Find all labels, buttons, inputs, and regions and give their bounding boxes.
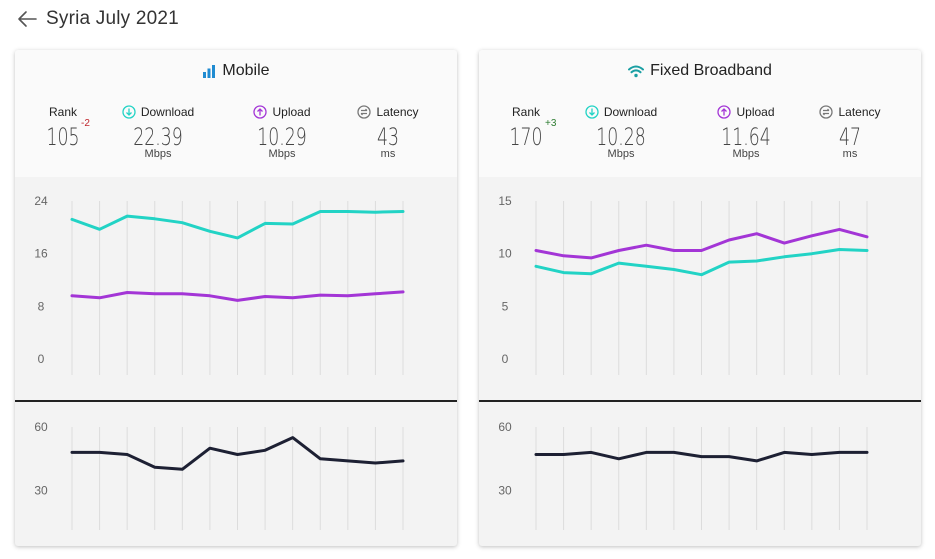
card-title: Fixed Broadband: [479, 62, 921, 80]
upload-unit: Mbps: [268, 148, 296, 160]
upload-unit: Mbps: [732, 148, 760, 160]
latency-series-line: [70, 436, 405, 471]
fixed-broadband-summary: Fixed Broadband Rank 170 +3 Download 10.…: [479, 50, 921, 177]
back-button[interactable]: [14, 6, 40, 32]
rank-metric: Rank 105: [18, 104, 108, 150]
y-tick-label: 60: [498, 420, 512, 434]
download-icon: [585, 105, 599, 119]
latency-value: 47: [838, 123, 861, 151]
y-tick-label: 0: [502, 352, 509, 366]
wifi-icon: [628, 65, 645, 77]
download-metric: Download 22.39 Mbps: [113, 104, 203, 160]
rank-label: Rank: [48, 105, 77, 119]
y-tick-label: 0: [38, 352, 45, 366]
y-tick-label: 24: [34, 194, 48, 208]
latency-icon: [357, 105, 372, 119]
upload-metric: Upload 10.29 Mbps: [237, 104, 327, 160]
y-tick-label: 16: [34, 247, 48, 261]
mobile-latency-chart: 0306007 / 202007 / 2021: [34, 420, 405, 530]
y-tick-label: 5: [502, 299, 509, 313]
latency-unit: ms: [380, 148, 396, 160]
upload-label: Upload: [736, 105, 775, 119]
rank-label: Rank: [511, 105, 540, 119]
rank-value: 105: [46, 123, 80, 151]
y-tick-label: 60: [34, 420, 48, 434]
latency-icon: [819, 105, 834, 119]
card-title: Mobile: [15, 62, 457, 80]
download-value: 10.28: [596, 123, 646, 151]
rank-value: 170: [509, 123, 543, 151]
card-title-label: Mobile: [222, 62, 270, 79]
latency-metric: Latency 47 ms: [805, 104, 895, 160]
mobile-summary: Mobile Rank 105 -2 Download 22.39 Mbps: [15, 50, 457, 177]
mobile-card: Mobile Rank 105 -2 Download 22.39 Mbps: [15, 50, 457, 546]
fixed-broadband-card: Fixed Broadband Rank 170 +3 Download 10.…: [479, 50, 921, 546]
fixed-broadband-speed-chart: 0 5 10 15: [498, 194, 869, 375]
page-header: Syria July 2021: [14, 4, 179, 34]
fixed-broadband-latency-chart: 0306007 / 202007 / 2021: [498, 420, 869, 530]
download-icon: [122, 105, 136, 119]
page-title: Syria July 2021: [46, 8, 179, 29]
upload-icon: [253, 105, 268, 119]
upload-value: 10.29: [257, 123, 307, 151]
chart-divider: [479, 400, 921, 402]
upload-icon: [717, 105, 732, 119]
download-unit: Mbps: [144, 148, 172, 160]
upload-series-line: [534, 227, 869, 260]
y-tick-label: 30: [498, 484, 512, 498]
rank-change: +3: [545, 118, 557, 129]
y-tick-label: 30: [34, 484, 48, 498]
download-series-line: [70, 210, 405, 240]
y-tick-label: 15: [498, 194, 512, 208]
signal-bars-icon: [203, 65, 216, 78]
y-tick-label: 10: [498, 247, 512, 261]
download-series-line: [534, 248, 869, 277]
mobile-speed-chart: 0 8 16 24: [34, 194, 405, 375]
download-label: Download: [140, 105, 195, 119]
upload-series-line: [70, 290, 405, 302]
chart-divider: [15, 400, 457, 402]
upload-metric: Upload 11.64 Mbps: [701, 104, 791, 160]
download-value: 22.39: [133, 123, 183, 151]
upload-value: 11.64: [721, 123, 771, 151]
latency-metric: Latency 43 ms: [343, 104, 433, 160]
latency-label: Latency: [376, 105, 419, 119]
latency-unit: ms: [842, 148, 858, 160]
rank-change: -2: [81, 118, 90, 129]
download-unit: Mbps: [607, 148, 635, 160]
arrow-left-icon: [18, 11, 37, 27]
latency-series-line: [534, 450, 869, 463]
latency-label: Latency: [838, 105, 881, 119]
rank-metric: Rank 170: [481, 104, 571, 150]
y-tick-label: 8: [38, 299, 45, 313]
download-label: Download: [603, 105, 658, 119]
download-metric: Download 10.28 Mbps: [576, 104, 666, 160]
card-title-label: Fixed Broadband: [650, 62, 772, 79]
latency-value: 43: [376, 123, 399, 151]
upload-label: Upload: [272, 105, 311, 119]
